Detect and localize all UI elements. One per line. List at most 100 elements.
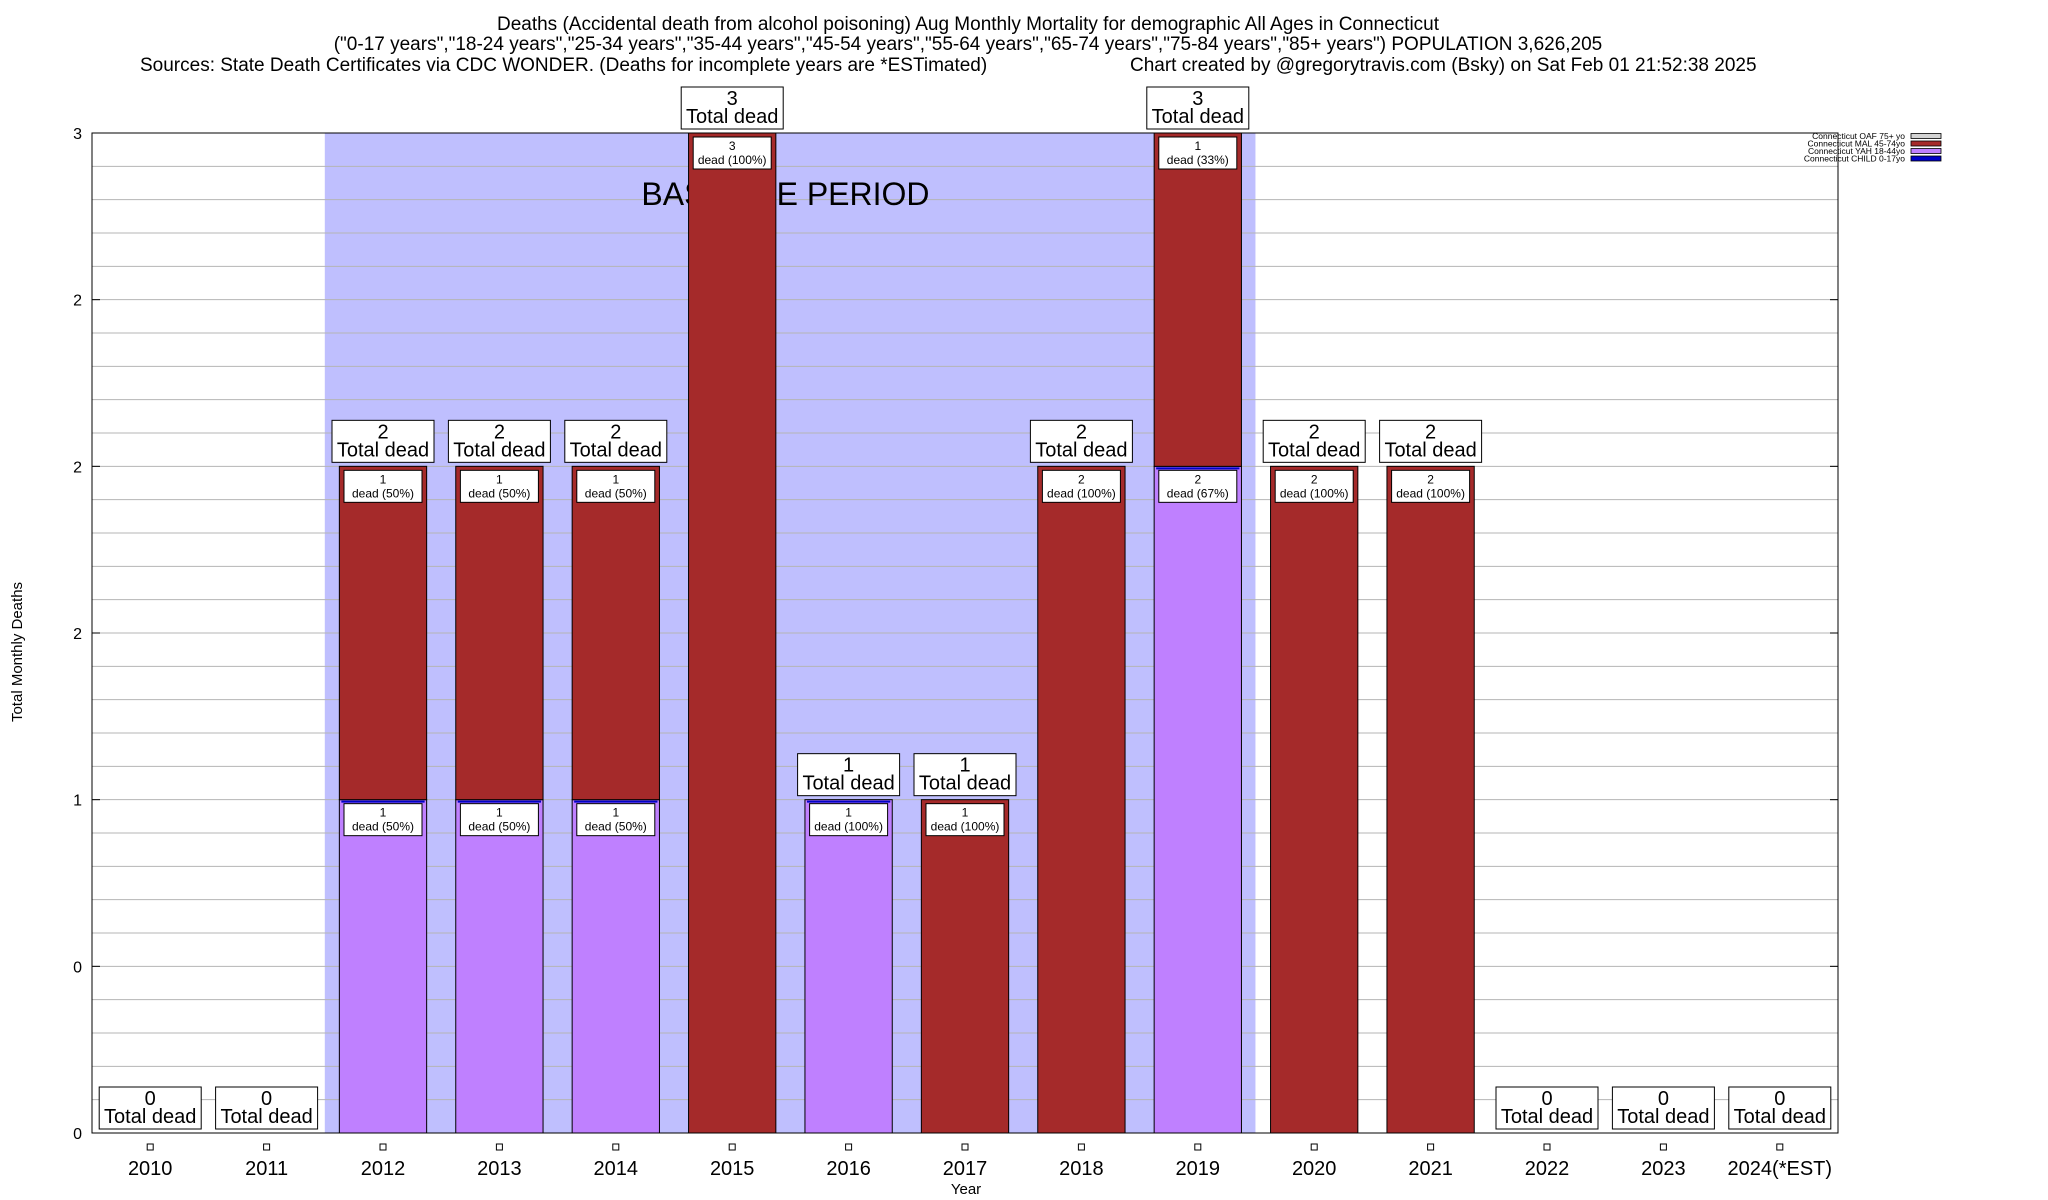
segment-label-mal-box: [459, 469, 539, 503]
segment-label-mal-count: 1: [496, 472, 503, 486]
segment-label-mal-count: 1: [1194, 139, 1201, 153]
x-tick-marker: [728, 1143, 736, 1151]
legend-label: Connecticut MAL 45-74yo: [1808, 139, 1906, 149]
segment-label-mal-box: [1274, 469, 1354, 503]
x-tick-marker: [1659, 1143, 1667, 1151]
total-label-box: [98, 1086, 202, 1130]
legend-swatch: [1910, 148, 1942, 154]
segment-label-yah-box: [809, 803, 889, 837]
total-label-value: 2: [1076, 421, 1087, 443]
total-label-text: Total dead: [1384, 439, 1476, 461]
bar-segment-yah: [804, 799, 893, 1134]
x-axis-label: Year: [951, 1181, 981, 1198]
segment-label-mal-count: 1: [380, 472, 387, 486]
bar-segment-yah: [571, 799, 660, 1134]
total-label-box: [564, 419, 668, 463]
total-label-value: 1: [843, 755, 854, 777]
total-label-text: Total dead: [919, 773, 1011, 795]
y-tick-label: 1: [73, 793, 82, 810]
total-label-text: Total dead: [570, 439, 662, 461]
x-tick-marker: [379, 1143, 387, 1151]
segment-label-mal-text: dead (100%): [1396, 486, 1465, 500]
total-label-value: 0: [1774, 1088, 1785, 1110]
bar-segment-mal: [1386, 465, 1475, 1134]
bar-segment-mal: [688, 132, 777, 1134]
y-tick-label: 0: [73, 1126, 82, 1143]
total-label-box: [913, 753, 1017, 797]
x-tick-label: 2010: [128, 1158, 173, 1180]
y-tick-label: 2: [73, 626, 82, 643]
total-label-text: Total dead: [686, 106, 778, 128]
total-label-box: [797, 753, 901, 797]
chart-sources: Sources: State Death Certificates via CD…: [140, 55, 987, 76]
segment-label-mal-box: [1158, 136, 1238, 170]
total-label-box: [1146, 86, 1250, 130]
segment-label-yah-box: [459, 803, 539, 837]
bar-segment-yah: [338, 799, 428, 1134]
x-tick-label: 2019: [1176, 1158, 1221, 1180]
segment-label-mal-text: dead (33%): [1167, 153, 1229, 167]
total-label-box: [1029, 419, 1133, 463]
segment-label-mal-text: dead (100%): [1047, 486, 1116, 500]
x-tick-marker: [845, 1143, 853, 1151]
x-tick-label: 2018: [1059, 1158, 1104, 1180]
segment-label-mal-box: [692, 136, 772, 170]
x-tick-label: 2022: [1525, 1158, 1570, 1180]
segment-label-mal-text: dead (100%): [931, 820, 1000, 834]
x-tick-label: 2024(*EST): [1728, 1158, 1833, 1180]
total-label-value: 2: [377, 421, 388, 443]
bar-segment-mal: [1037, 465, 1126, 1134]
x-tick-marker: [1543, 1143, 1551, 1151]
x-tick-marker: [612, 1143, 620, 1151]
bar-segment-mal: [338, 465, 428, 801]
segment-label-yah-text: dead (67%): [1167, 486, 1229, 500]
segment-label-yah-box: [576, 803, 656, 837]
x-tick-marker: [1427, 1143, 1435, 1151]
x-tick-marker: [1077, 1143, 1085, 1151]
segment-label-yah-text: dead (50%): [352, 820, 414, 834]
segment-label-yah-count: 2: [1194, 472, 1201, 486]
segment-label-yah-count: 1: [496, 806, 503, 820]
total-label-text: Total dead: [1152, 106, 1244, 128]
bar-segment-mal: [1153, 132, 1242, 467]
bar-segment-yah: [455, 799, 544, 1134]
total-label-text: Total dead: [1035, 439, 1127, 461]
chart-title: Deaths (Accidental death from alcohol po…: [497, 14, 1440, 35]
legend-swatch: [1910, 133, 1942, 139]
segment-label-yah-text: dead (50%): [585, 820, 647, 834]
x-tick-marker: [1194, 1143, 1202, 1151]
x-tick-marker: [1310, 1143, 1318, 1151]
x-tick-label: 2013: [477, 1158, 522, 1180]
chart-credit: Chart created by @gregorytravis.com (Bsk…: [1130, 55, 1757, 76]
y-tick-label: 2: [73, 459, 82, 476]
bar-segment-mal: [455, 465, 544, 801]
total-label-text: Total dead: [337, 439, 429, 461]
x-tick-label: 2012: [361, 1158, 406, 1180]
total-label-box: [447, 419, 551, 463]
total-label-text: Total dead: [104, 1106, 196, 1128]
total-label-value: 0: [1541, 1088, 1552, 1110]
x-tick-marker: [146, 1143, 154, 1151]
y-tick-label: 0: [73, 959, 82, 976]
x-tick-marker: [495, 1143, 503, 1151]
total-label-box: [680, 86, 784, 130]
